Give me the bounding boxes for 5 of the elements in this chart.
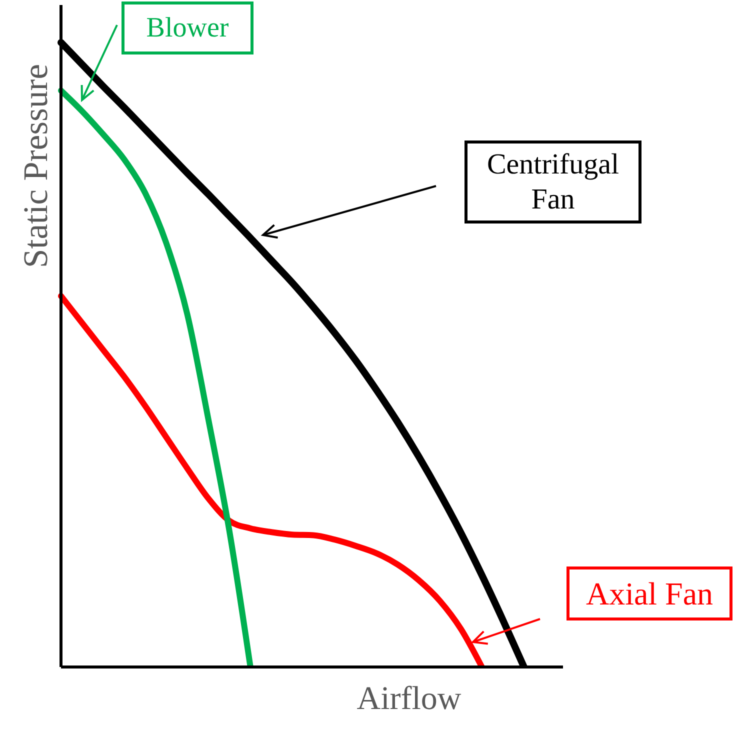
x-axis-title: Airflow [356,681,462,717]
text: Blower [146,12,230,44]
y-axis-title: Static Pressure [17,64,55,268]
text: Centrifugal Fan [486,148,620,216]
text: Axial Fan [586,576,714,612]
